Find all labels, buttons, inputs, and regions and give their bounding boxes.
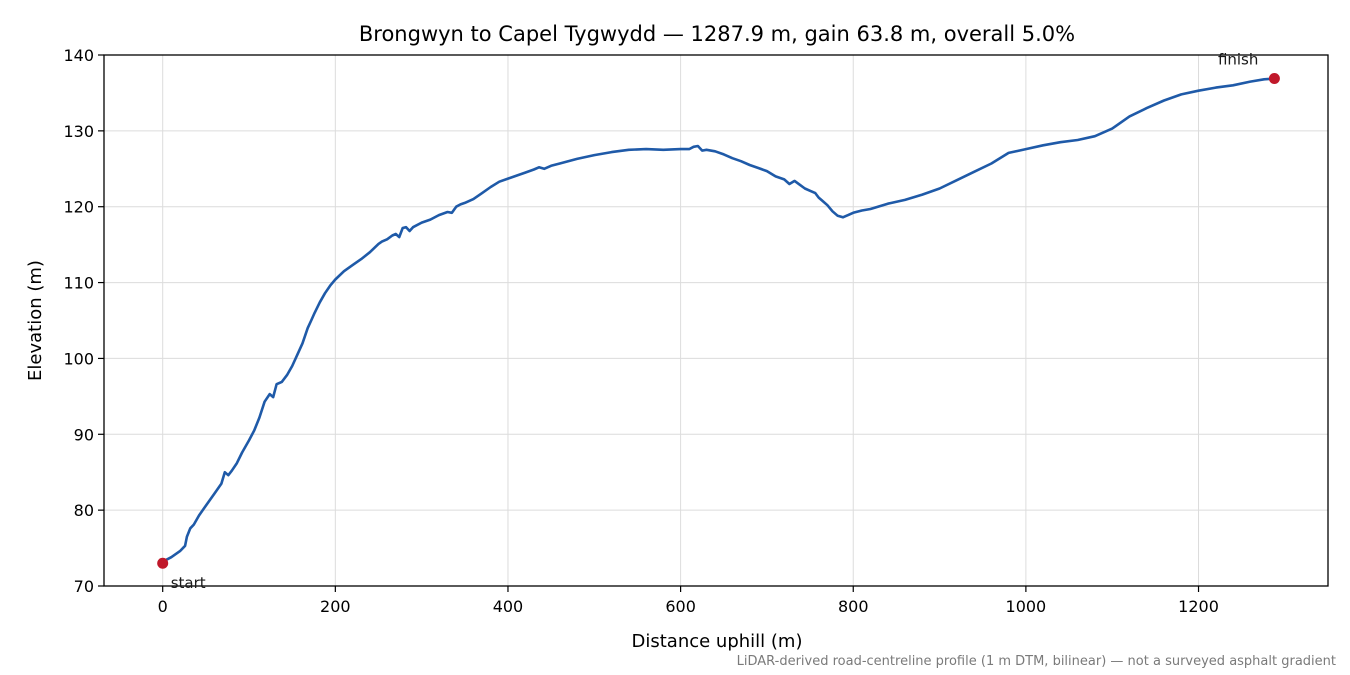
chart-title: Brongwyn to Capel Tygwydd — 1287.9 m, ga… bbox=[359, 22, 1075, 46]
x-tick-label: 400 bbox=[493, 597, 524, 616]
y-tick-label: 140 bbox=[63, 46, 94, 65]
y-tick-label: 110 bbox=[63, 274, 94, 293]
y-tick-label: 100 bbox=[63, 349, 94, 368]
x-tick-label: 200 bbox=[320, 597, 351, 616]
x-tick-label: 1200 bbox=[1178, 597, 1219, 616]
start-label: start bbox=[171, 574, 206, 592]
x-axis: 0 200 400 600 800 1000 1200 bbox=[158, 586, 1219, 616]
y-tick-label: 70 bbox=[74, 577, 94, 596]
finish-label: finish bbox=[1218, 51, 1258, 69]
finish-marker bbox=[1268, 73, 1280, 85]
y-tick-label: 80 bbox=[74, 501, 94, 520]
x-tick-label: 0 bbox=[158, 597, 168, 616]
y-tick-label: 120 bbox=[63, 198, 94, 217]
x-tick-label: 800 bbox=[838, 597, 869, 616]
elevation-line bbox=[161, 77, 1276, 564]
grid bbox=[104, 54, 1328, 587]
x-tick-label: 600 bbox=[665, 597, 696, 616]
y-tick-label: 130 bbox=[63, 122, 94, 141]
x-tick-label: 1000 bbox=[1006, 597, 1047, 616]
x-axis-label: Distance uphill (m) bbox=[632, 631, 803, 652]
y-tick-label: 90 bbox=[74, 425, 94, 444]
start-marker bbox=[157, 557, 169, 569]
series-group bbox=[161, 77, 1276, 564]
y-axis-label: Elevation (m) bbox=[25, 260, 46, 381]
annotations: start finish bbox=[157, 51, 1280, 592]
plot-frame bbox=[103, 54, 1329, 587]
y-axis: 70 80 90 100 110 120 130 140 bbox=[63, 46, 104, 596]
footnote: LiDAR-derived road-centreline profile (1… bbox=[737, 654, 1336, 669]
